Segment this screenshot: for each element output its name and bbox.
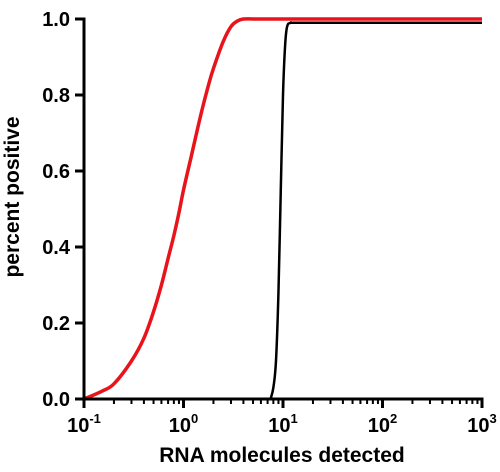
y-tick-label: 1.0 (42, 9, 70, 31)
y-axis-title: percent positive (1, 116, 24, 277)
x-tick-label: 101 (268, 411, 297, 437)
x-tick-label: 103 (467, 411, 496, 437)
plot-lines (83, 17, 482, 401)
x-axis-title: RNA molecules detected (159, 444, 404, 467)
x-tick-label: 10-1 (67, 411, 101, 437)
y-tick-label: 0.4 (42, 237, 71, 259)
x-tick-label: 102 (368, 411, 397, 437)
series-red-line (83, 17, 482, 401)
x-tick-label: 100 (169, 411, 198, 437)
y-tick-label: 0.8 (42, 85, 70, 107)
y-tick-label: 0.0 (42, 389, 70, 411)
series-black-line (269, 21, 482, 400)
x-ticks: 10-1 100 101 102 103 (67, 399, 497, 437)
y-tick-label: 0.6 (42, 161, 70, 183)
y-tick-label: 0.2 (42, 313, 70, 335)
y-ticks: 0.0 0.2 0.4 0.6 0.8 1.0 (42, 9, 84, 411)
